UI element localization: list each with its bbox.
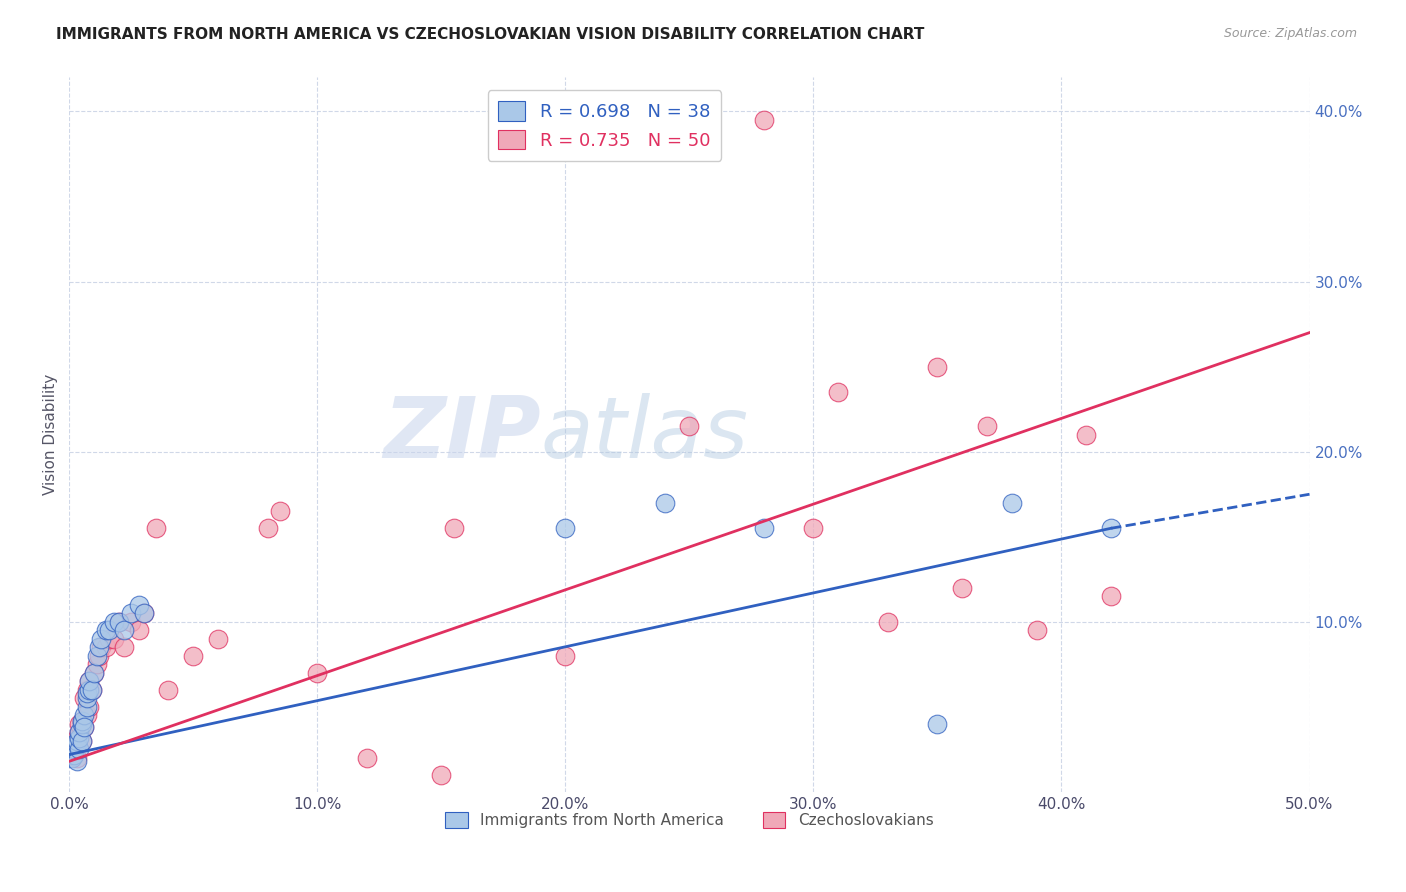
Point	[73, 691, 96, 706]
Point	[132, 607, 155, 621]
Point	[1001, 496, 1024, 510]
Point	[73, 720, 96, 734]
Point	[60, 747, 83, 762]
Point	[103, 632, 125, 646]
Point	[1076, 427, 1098, 442]
Point	[128, 598, 150, 612]
Point	[1025, 624, 1047, 638]
Point	[76, 682, 98, 697]
Point	[86, 648, 108, 663]
Y-axis label: Vision Disability: Vision Disability	[44, 374, 58, 495]
Point	[87, 648, 110, 663]
Point	[77, 674, 100, 689]
Point	[63, 737, 86, 751]
Point	[356, 751, 378, 765]
Point	[66, 755, 89, 769]
Point	[927, 717, 949, 731]
Text: IMMIGRANTS FROM NORTH AMERICA VS CZECHOSLOVAKIAN VISION DISABILITY CORRELATION C: IMMIGRANTS FROM NORTH AMERICA VS CZECHOS…	[56, 27, 925, 42]
Point	[876, 615, 898, 629]
Point	[803, 521, 825, 535]
Point	[73, 708, 96, 723]
Point	[97, 624, 120, 638]
Point	[120, 607, 142, 621]
Point	[554, 648, 576, 663]
Point	[950, 581, 973, 595]
Point	[128, 624, 150, 638]
Point	[76, 686, 98, 700]
Text: ZIP: ZIP	[382, 393, 540, 476]
Point	[654, 496, 676, 510]
Point	[181, 648, 204, 663]
Point	[67, 731, 90, 745]
Point	[207, 632, 229, 646]
Point	[87, 640, 110, 655]
Point	[76, 708, 98, 723]
Point	[90, 632, 112, 646]
Text: atlas: atlas	[540, 393, 748, 476]
Point	[96, 624, 118, 638]
Point	[76, 699, 98, 714]
Point	[66, 737, 89, 751]
Point	[1099, 521, 1122, 535]
Point	[120, 615, 142, 629]
Point	[70, 734, 93, 748]
Point	[108, 615, 131, 629]
Point	[77, 699, 100, 714]
Point	[83, 665, 105, 680]
Point	[70, 734, 93, 748]
Point	[157, 682, 180, 697]
Point	[66, 731, 89, 745]
Point	[80, 682, 103, 697]
Point	[307, 665, 329, 680]
Point	[827, 385, 849, 400]
Point	[752, 521, 775, 535]
Point	[66, 734, 89, 748]
Point	[86, 657, 108, 672]
Point	[66, 751, 89, 765]
Point	[90, 640, 112, 655]
Point	[1099, 590, 1122, 604]
Point	[269, 504, 291, 518]
Point	[554, 521, 576, 535]
Point	[443, 521, 465, 535]
Point	[63, 747, 86, 762]
Point	[70, 714, 93, 728]
Point	[77, 674, 100, 689]
Point	[112, 640, 135, 655]
Point	[77, 682, 100, 697]
Point	[976, 419, 998, 434]
Point	[67, 725, 90, 739]
Point	[73, 720, 96, 734]
Point	[430, 768, 453, 782]
Point	[97, 632, 120, 646]
Point	[678, 419, 700, 434]
Point	[70, 714, 93, 728]
Legend: Immigrants from North America, Czechoslovakians: Immigrants from North America, Czechoslo…	[439, 806, 939, 834]
Point	[67, 717, 90, 731]
Point	[67, 725, 90, 739]
Point	[112, 624, 135, 638]
Point	[76, 691, 98, 706]
Point	[145, 521, 167, 535]
Point	[103, 615, 125, 629]
Point	[752, 112, 775, 127]
Point	[80, 682, 103, 697]
Point	[63, 742, 86, 756]
Point	[70, 717, 93, 731]
Point	[67, 742, 90, 756]
Point	[132, 607, 155, 621]
Point	[96, 640, 118, 655]
Text: Source: ZipAtlas.com: Source: ZipAtlas.com	[1223, 27, 1357, 40]
Point	[83, 665, 105, 680]
Point	[63, 742, 86, 756]
Point	[108, 615, 131, 629]
Point	[927, 359, 949, 374]
Point	[60, 751, 83, 765]
Point	[256, 521, 278, 535]
